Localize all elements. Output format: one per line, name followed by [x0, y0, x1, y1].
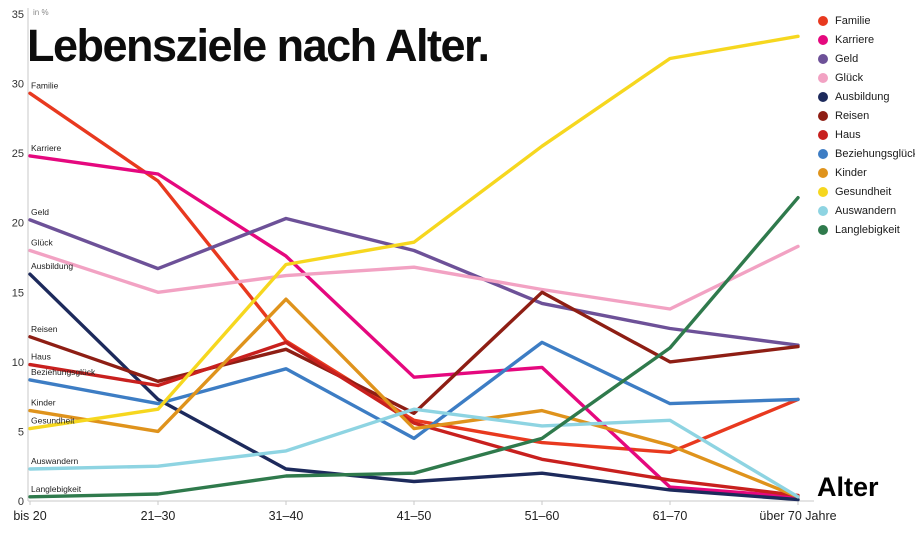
legend-swatch	[818, 54, 828, 64]
legend-swatch	[818, 92, 828, 102]
legend-label: Karriere	[835, 34, 875, 46]
legend-item-ausbildung: Ausbildung	[818, 91, 915, 103]
legend-label: Reisen	[835, 110, 870, 122]
x-tick-label: 31–40	[269, 509, 304, 523]
legend-label: Haus	[835, 129, 861, 141]
series-start-label-familie: Familie	[31, 80, 59, 90]
x-tick-label: 61–70	[653, 509, 688, 523]
series-start-label-beziehungsglck: Beziehungsglück	[31, 367, 96, 377]
series-start-label-gesundheit: Gesundheit	[31, 416, 75, 426]
legend-swatch	[818, 225, 828, 235]
legend-item-gesundheit: Gesundheit	[818, 186, 915, 198]
y-tick-label: 35	[12, 9, 24, 21]
legend-swatch	[818, 111, 828, 121]
legend-item-auswandern: Auswandern	[818, 205, 915, 217]
legend-item-beziehungsglck: Beziehungsglück	[818, 148, 915, 160]
series-line-glck	[28, 244, 800, 311]
series-line-karriere	[28, 154, 800, 499]
series-line-reisen	[28, 290, 800, 415]
series-line-geld	[28, 216, 800, 347]
legend-label: Beziehungsglück	[835, 148, 915, 160]
series-start-label-kinder: Kinder	[31, 398, 56, 408]
y-tick-label: 15	[12, 287, 24, 299]
y-tick-label: 20	[12, 218, 24, 230]
legend-label: Auswandern	[835, 205, 897, 217]
x-tick-label: 21–30	[141, 509, 176, 523]
series-line-familie	[28, 91, 800, 454]
legend-label: Kinder	[835, 167, 867, 179]
x-tick-label: über 70 Jahre	[759, 509, 836, 523]
series-start-label-langlebigkeit: Langlebigkeit	[31, 484, 82, 494]
legend-item-familie: Familie	[818, 15, 915, 27]
x-axis-title: Alter	[817, 472, 879, 502]
legend-swatch	[818, 35, 828, 45]
x-tick-label: 41–50	[397, 509, 432, 523]
series-line-ausbildung	[28, 272, 800, 502]
legend-label: Langlebigkeit	[835, 224, 900, 236]
series-start-label-reisen: Reisen	[31, 324, 58, 334]
legend: Familie Karriere Geld Glück Ausbildung Reisen…	[818, 15, 915, 236]
legend-item-geld: Geld	[818, 53, 915, 65]
series-line-gesundheit	[28, 34, 800, 431]
series-start-label-auswandern: Auswandern	[31, 456, 79, 466]
series-start-label-haus: Haus	[31, 352, 51, 362]
legend-item-kinder: Kinder	[818, 167, 915, 179]
series-line-kinder	[28, 297, 800, 499]
series-start-label-glck: Glück	[31, 238, 53, 248]
y-tick-label: 0	[18, 496, 24, 508]
x-tick-label: bis 20	[13, 509, 46, 523]
y-axis-unit-label: in %	[33, 8, 49, 17]
legend-swatch	[818, 168, 828, 178]
series-start-label-karriere: Karriere	[31, 143, 62, 153]
legend-item-glck: Glück	[818, 72, 915, 84]
legend-swatch	[818, 73, 828, 83]
legend-swatch	[818, 206, 828, 216]
series-line-langlebigkeit	[28, 195, 800, 499]
series-line-auswandern	[28, 407, 800, 499]
x-tick-label: 51–60	[525, 509, 560, 523]
legend-label: Gesundheit	[835, 186, 892, 198]
y-tick-label: 25	[12, 148, 24, 160]
legend-swatch	[818, 149, 828, 159]
y-tick-label: 30	[12, 79, 24, 91]
y-tick-label: 10	[12, 357, 24, 369]
legend-swatch	[818, 130, 828, 140]
series-start-label-ausbildung: Ausbildung	[31, 261, 73, 271]
legend-swatch	[818, 16, 828, 26]
legend-item-karriere: Karriere	[818, 34, 915, 46]
legend-label: Geld	[835, 53, 859, 65]
y-tick-label: 5	[18, 426, 24, 438]
legend-swatch	[818, 187, 828, 197]
series-line-haus	[28, 340, 800, 498]
legend-item-haus: Haus	[818, 129, 915, 141]
series-line-beziehungsglck	[28, 340, 800, 441]
series-start-label-geld: Geld	[31, 207, 49, 217]
legend-label: Familie	[835, 15, 871, 27]
legend-item-reisen: Reisen	[818, 110, 915, 122]
legend-label: Ausbildung	[835, 91, 890, 103]
legend-label: Glück	[835, 72, 864, 84]
legend-item-langlebigkeit: Langlebigkeit	[818, 224, 915, 236]
chart-title: Lebensziele nach Alter.	[27, 20, 490, 71]
